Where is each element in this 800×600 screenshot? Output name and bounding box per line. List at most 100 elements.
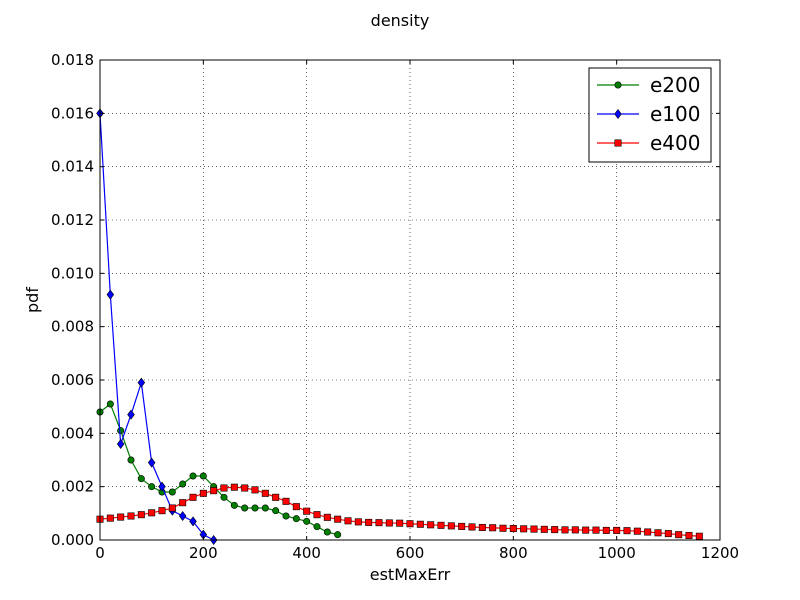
y-tick-label: 0.010	[51, 264, 94, 282]
data-point	[106, 400, 114, 408]
data-point	[189, 516, 197, 527]
data-point	[137, 511, 145, 519]
data-point	[230, 501, 238, 509]
series-e400	[96, 483, 703, 540]
data-point	[230, 483, 238, 491]
data-point	[199, 472, 207, 480]
chart-title: density	[371, 11, 430, 30]
data-point	[147, 457, 156, 468]
data-point	[189, 472, 197, 480]
y-tick-label: 0.006	[51, 371, 94, 389]
data-point	[406, 520, 414, 528]
data-point	[561, 526, 569, 534]
data-point	[210, 487, 218, 495]
x-tick-label: 0	[95, 544, 105, 562]
data-point	[520, 525, 528, 533]
data-point	[582, 526, 590, 534]
y-tick-label: 0.014	[51, 158, 94, 176]
data-point	[427, 521, 435, 529]
data-point	[117, 427, 125, 435]
data-point	[148, 509, 156, 517]
data-point	[251, 486, 259, 494]
data-point	[323, 513, 331, 521]
data-point	[623, 527, 631, 535]
x-tick-label: 200	[189, 544, 218, 562]
axis-ticks: 0 200 400 600 800 1000 1200 0.000 0.002 0.004 0.00…	[51, 51, 739, 562]
legend-label: e100	[650, 102, 700, 126]
data-point	[168, 504, 176, 512]
data-point	[602, 526, 610, 534]
data-point	[106, 514, 114, 522]
data-point	[220, 484, 228, 492]
data-point	[468, 523, 476, 531]
y-tick-label: 0.008	[51, 318, 94, 336]
data-point	[282, 497, 290, 505]
y-tick-label: 0.000	[51, 531, 94, 549]
legend-marker	[614, 139, 622, 147]
y-tick-label: 0.018	[51, 51, 94, 69]
data-point	[375, 519, 383, 527]
y-tick-label: 0.012	[51, 211, 94, 229]
series-e200	[96, 400, 342, 539]
data-point	[148, 483, 156, 491]
data-point	[633, 527, 641, 535]
legend-marker	[614, 81, 622, 89]
data-point	[654, 529, 662, 537]
data-point	[241, 484, 249, 492]
data-point	[344, 517, 352, 525]
x-axis-label: estMaxErr	[370, 565, 451, 584]
data-point	[179, 480, 187, 488]
data-point	[137, 475, 145, 483]
data-point	[458, 522, 466, 530]
y-axis-label: pdf	[23, 287, 42, 313]
data-point	[644, 528, 652, 536]
legend-label: e200	[650, 73, 700, 97]
data-point	[675, 531, 683, 539]
data-point	[241, 504, 249, 512]
data-point	[592, 526, 600, 534]
series-layer	[96, 108, 703, 545]
data-point	[116, 439, 125, 449]
data-point	[199, 489, 207, 497]
data-point	[127, 456, 135, 464]
data-point	[127, 409, 135, 420]
data-point	[499, 524, 507, 532]
data-point	[323, 528, 331, 536]
data-point	[416, 520, 424, 528]
data-point	[251, 504, 259, 512]
data-point	[272, 507, 280, 515]
legend-label: e400	[650, 131, 700, 155]
data-point	[137, 377, 146, 388]
data-point	[489, 524, 497, 532]
data-point	[313, 511, 321, 519]
data-point	[664, 530, 672, 538]
data-point	[447, 522, 455, 530]
x-tick-label: 1200	[701, 544, 739, 562]
data-point	[540, 525, 548, 533]
series-e100	[96, 108, 218, 545]
data-point	[189, 493, 197, 501]
data-point	[571, 526, 579, 534]
data-point	[509, 525, 517, 533]
data-point	[478, 523, 486, 531]
legend-marker	[614, 109, 622, 119]
legend: e200 e100 e400	[588, 67, 712, 163]
data-point	[106, 289, 115, 300]
y-tick-label: 0.002	[51, 478, 94, 496]
data-point	[313, 523, 321, 531]
data-point	[292, 503, 300, 511]
data-point	[530, 525, 538, 533]
x-tick-label: 400	[292, 544, 321, 562]
data-point	[178, 511, 187, 521]
data-point	[168, 488, 176, 496]
data-point	[437, 521, 445, 529]
data-point	[303, 507, 311, 515]
data-point	[158, 507, 166, 515]
data-point	[158, 481, 166, 492]
data-point	[303, 517, 311, 525]
data-point	[334, 515, 342, 523]
data-point	[292, 515, 300, 523]
data-point	[365, 518, 373, 526]
data-point	[179, 499, 187, 507]
data-point	[354, 518, 362, 526]
